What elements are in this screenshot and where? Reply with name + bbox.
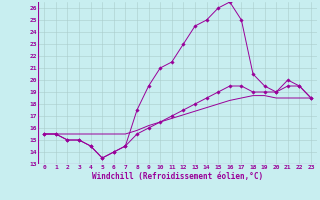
X-axis label: Windchill (Refroidissement éolien,°C): Windchill (Refroidissement éolien,°C) — [92, 172, 263, 181]
